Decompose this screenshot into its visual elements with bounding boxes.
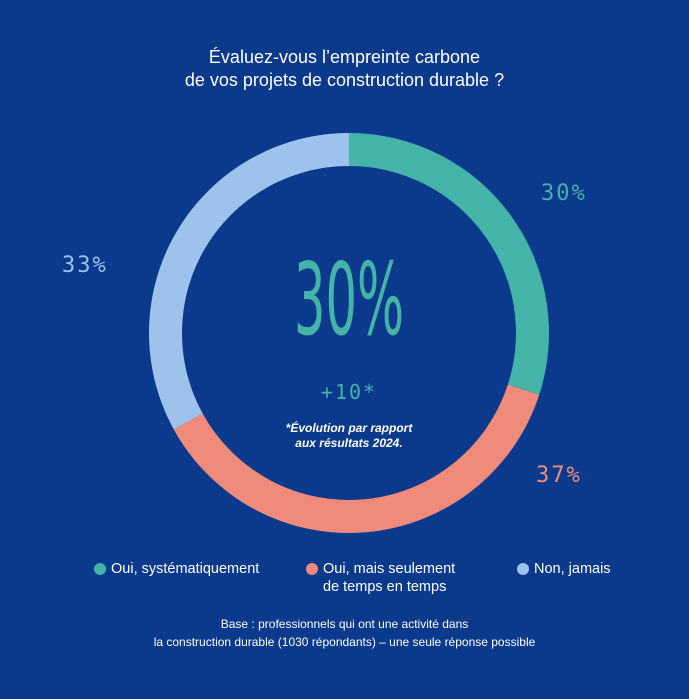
legend-dot-icon [94,563,106,575]
center-delta: +10* [320,380,378,404]
legend-label: Non, jamais [534,561,611,577]
footnote: Base : professionnels qui ont une activi… [0,615,689,651]
slice-oui-temps-en-temps [173,384,540,533]
chart-title-line2: de vos projets de construction durable ? [184,70,505,90]
footnote-line1: Base : professionnels qui ont une activi… [220,617,469,631]
center-note-line1: *Évolution par rapport [285,421,413,435]
legend-dot-icon [517,563,529,575]
legend-label: Oui, mais seulement de temps en temps [323,561,456,595]
center-note-line2: aux résultats 2024. [295,436,403,450]
legend-item-non-jamais: Non, jamais [517,560,611,578]
center-value: 30% [294,241,404,358]
slice-label-non-jamais: 33% [62,253,108,278]
slice-label-oui-systematiquement: 30% [541,181,587,206]
footnote-line2: la construction durable (1030 répondants… [153,635,536,649]
slice-non-jamais [149,133,349,430]
chart-title: Évaluez-vous l’empreinte carbone de vos … [0,46,689,92]
legend-label: Oui, systématiquement [111,561,260,577]
chart-title-line1: Évaluez-vous l’empreinte carbone [208,47,481,67]
slice-oui-systematiquement [349,133,549,395]
center-note: *Évolution par rapport aux résultats 202… [249,421,449,451]
legend-item-oui-systematiquement: Oui, systématiquement [94,560,259,578]
legend-dot-icon [306,563,318,575]
legend-item-oui-temps-en-temps: Oui, mais seulement de temps en temps [306,560,455,596]
slice-label-oui-temps-en-temps: 37% [536,463,582,488]
